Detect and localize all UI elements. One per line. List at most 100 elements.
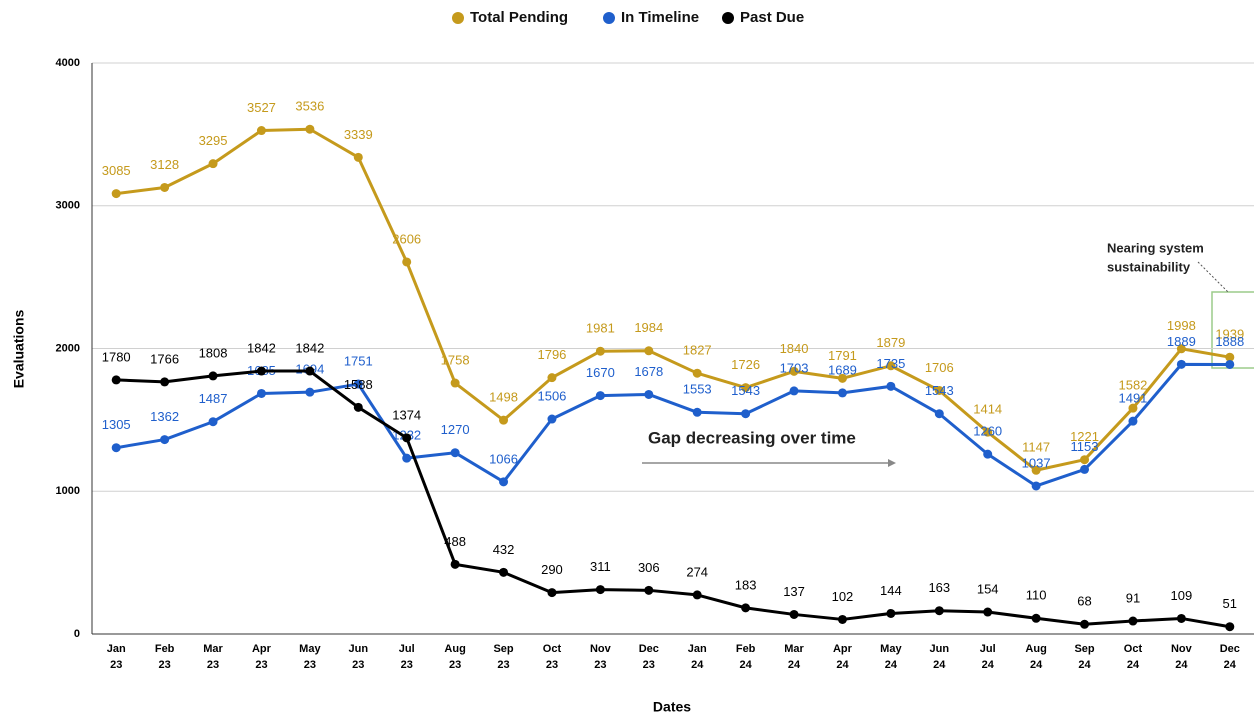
- data-point: [1225, 352, 1235, 362]
- data-point: [208, 417, 218, 427]
- x-tick-label: Jun 24: [930, 643, 950, 671]
- data-label: 1553: [683, 382, 712, 397]
- data-label: 1543: [925, 383, 954, 398]
- data-point: [450, 448, 460, 458]
- data-point: [111, 375, 121, 385]
- data-label: 1037: [1022, 455, 1051, 470]
- series-line: [115, 362, 1230, 488]
- data-point: [983, 427, 993, 437]
- data-point: [499, 567, 509, 577]
- data-label: 1984: [634, 320, 663, 335]
- data-point: [741, 383, 751, 393]
- data-label: 1147: [1022, 440, 1050, 455]
- data-label: 1780: [102, 349, 131, 364]
- data-label: 3339: [344, 127, 373, 142]
- data-label: 1066: [489, 451, 518, 466]
- data-point: [1225, 622, 1235, 632]
- data-label: 51: [1223, 596, 1237, 611]
- data-point: [644, 346, 654, 356]
- data-label: 1939: [1215, 327, 1244, 342]
- data-point: [1225, 359, 1235, 369]
- data-point: [208, 371, 218, 381]
- data-point: [353, 152, 363, 162]
- data-point: [692, 407, 702, 417]
- x-tick-label: Dec 23: [639, 643, 659, 671]
- data-point: [160, 377, 170, 387]
- data-point: [1128, 416, 1138, 426]
- data-label: 1751: [344, 353, 373, 368]
- data-point: [595, 391, 605, 401]
- y-tick-label: 2000: [56, 342, 80, 354]
- y-tick-label: 3000: [56, 200, 80, 212]
- data-label: 1758: [441, 352, 470, 367]
- data-point: [402, 257, 412, 267]
- data-label: 1498: [489, 390, 518, 405]
- series-line: [116, 127, 1231, 472]
- data-point: [1080, 464, 1090, 474]
- data-point: [837, 614, 847, 624]
- data-label: 274: [686, 564, 708, 579]
- x-tick-label: Nov 23: [590, 643, 612, 671]
- data-label: 1840: [780, 341, 809, 356]
- series-line: [116, 369, 1231, 629]
- gap-arrow-head: [888, 459, 896, 467]
- data-point: [160, 182, 170, 192]
- data-point: [547, 373, 557, 383]
- data-point: [886, 608, 896, 618]
- data-point: [499, 477, 509, 487]
- data-label: 110: [1026, 588, 1047, 603]
- data-label: 1678: [634, 364, 663, 379]
- data-point: [789, 386, 799, 396]
- data-point: [353, 402, 363, 412]
- x-tick-label: Oct 23: [543, 643, 562, 671]
- data-label: 1766: [150, 351, 179, 366]
- x-tick-label: Aug 24: [1025, 643, 1046, 671]
- x-tick-label: Apr 23: [252, 643, 272, 671]
- data-point: [499, 415, 509, 425]
- data-point: [837, 373, 847, 383]
- data-label: 144: [880, 583, 902, 598]
- data-label: 1506: [537, 388, 566, 403]
- x-tick-label: Sep 24: [1074, 643, 1094, 671]
- x-tick-label: Jan 23: [107, 643, 126, 671]
- data-label: 183: [735, 577, 757, 592]
- highlight-box: [1211, 291, 1254, 369]
- annotation: Gap decreasing over time: [648, 428, 856, 447]
- data-point: [934, 385, 944, 395]
- x-tick-label: Mar 24: [784, 643, 804, 671]
- legend-marker: [452, 12, 464, 24]
- data-point: [644, 389, 654, 399]
- data-label: 91: [1126, 590, 1140, 605]
- data-label: 3527: [247, 100, 276, 115]
- data-point: [1176, 344, 1186, 354]
- data-point: [595, 585, 605, 595]
- data-label: 1726: [731, 357, 760, 372]
- x-tick-label: Jul 23: [399, 643, 415, 671]
- data-point: [402, 433, 412, 443]
- data-point: [741, 409, 751, 419]
- data-label: 1414: [973, 402, 1002, 417]
- data-point: [1176, 613, 1186, 623]
- data-point: [934, 409, 944, 419]
- data-point: [983, 449, 993, 459]
- data-point: [450, 378, 460, 388]
- data-label: 1791: [828, 348, 857, 363]
- legend-label: Total Pending: [470, 9, 568, 26]
- legend-label: Past Due: [740, 9, 804, 26]
- x-tick-label: Feb 24: [736, 643, 756, 671]
- data-point: [1031, 465, 1041, 475]
- data-point: [789, 609, 799, 619]
- data-label: 3295: [199, 133, 228, 148]
- data-point: [1128, 616, 1138, 626]
- data-label: 1889: [1167, 334, 1196, 349]
- data-label: 1981: [586, 321, 615, 336]
- x-tick-label: Jul 24: [980, 643, 996, 671]
- data-label: 290: [541, 562, 563, 577]
- x-tick-label: Jun 23: [349, 643, 369, 671]
- data-point: [934, 606, 944, 616]
- data-point: [1080, 455, 1090, 465]
- data-point: [692, 368, 702, 378]
- data-point: [1080, 619, 1090, 629]
- data-point: [256, 388, 266, 398]
